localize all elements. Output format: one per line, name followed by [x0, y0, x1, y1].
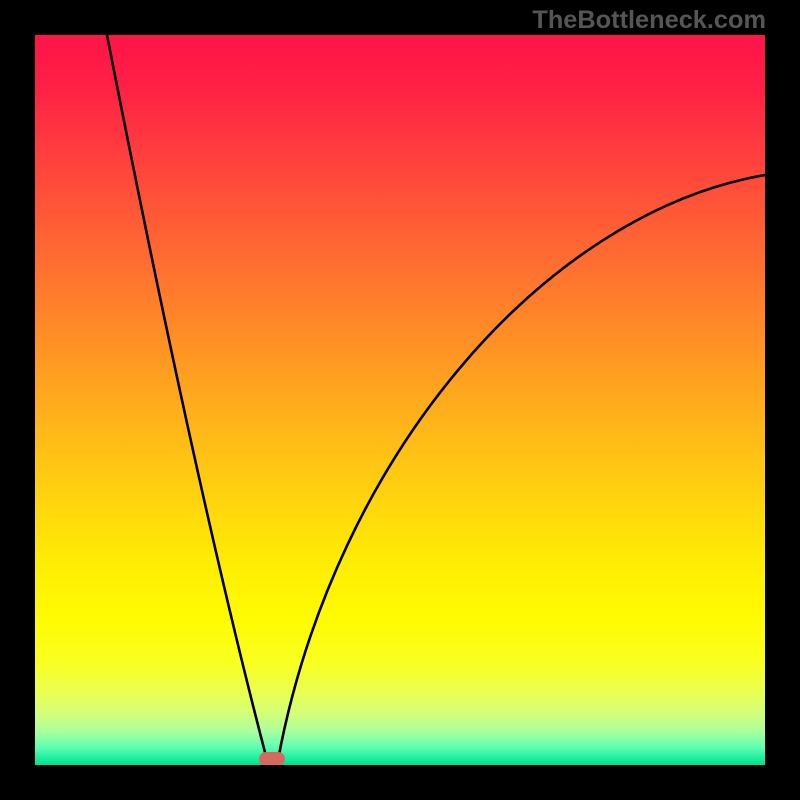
bottleneck-curve-right-branch [278, 175, 765, 760]
bottleneck-curve-left-branch [107, 35, 267, 760]
plot-area [35, 35, 765, 765]
minimum-marker [259, 752, 285, 765]
watermark-text: TheBottleneck.com [532, 6, 766, 35]
curve-svg [35, 35, 765, 765]
